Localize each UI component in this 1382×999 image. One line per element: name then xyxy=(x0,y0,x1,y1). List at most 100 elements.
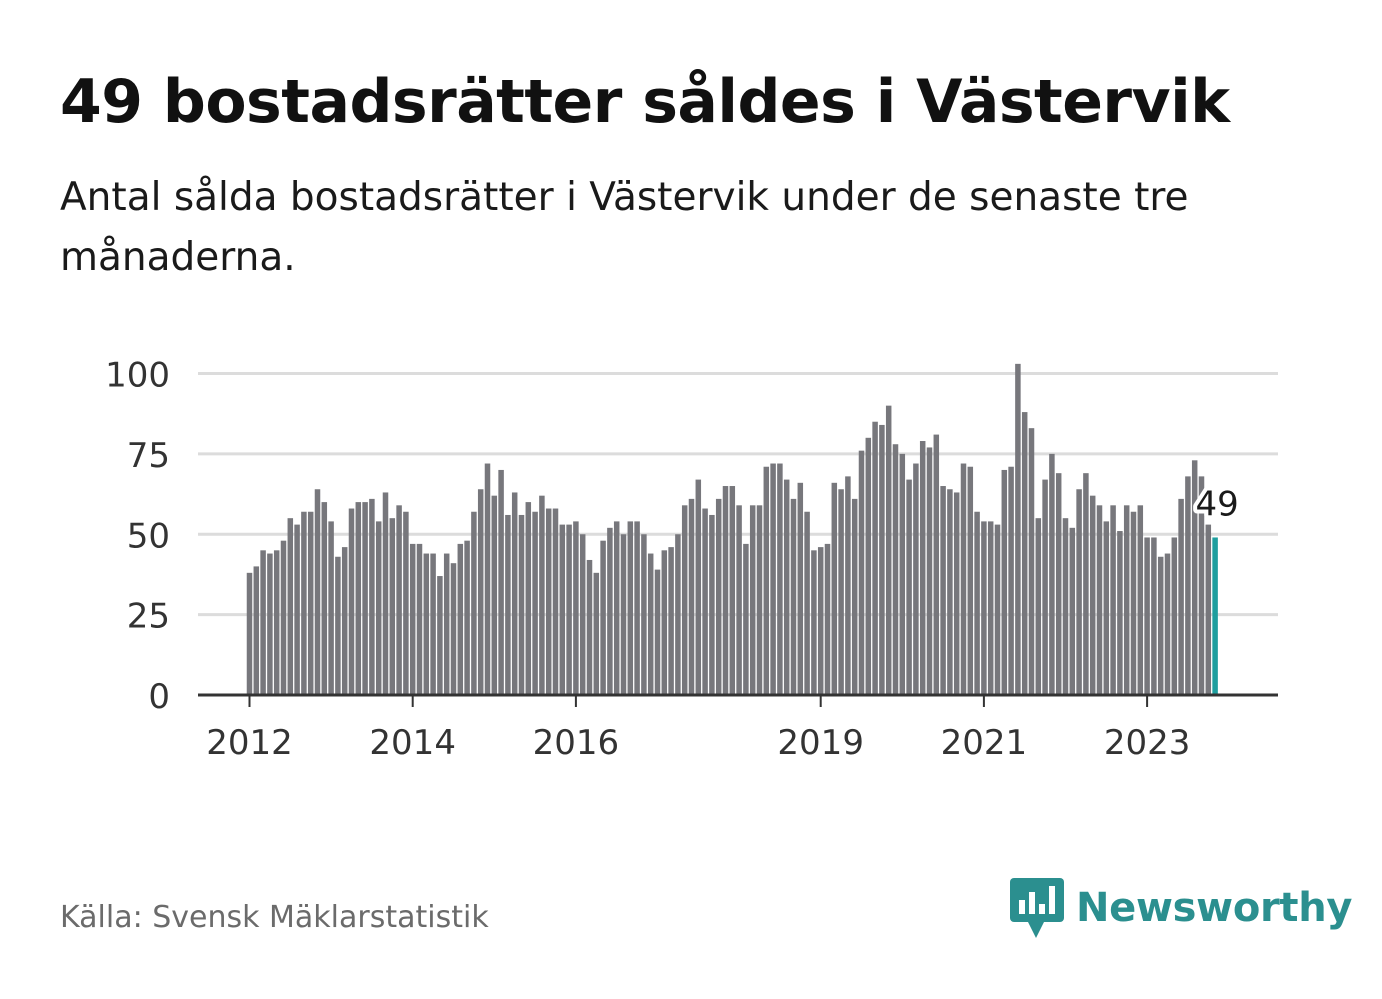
bar xyxy=(369,498,375,695)
bar xyxy=(1185,476,1191,695)
bar xyxy=(273,550,280,695)
bar xyxy=(620,534,627,695)
x-tick-label: 2021 xyxy=(941,723,1028,763)
bar xyxy=(355,502,362,695)
x-tick-label: 2023 xyxy=(1104,723,1191,763)
bar xyxy=(423,553,430,695)
bar xyxy=(525,502,532,695)
bar xyxy=(443,553,450,695)
bar xyxy=(267,553,273,695)
bar xyxy=(280,540,287,695)
bar xyxy=(348,508,355,695)
bar xyxy=(1035,518,1042,695)
bar xyxy=(471,511,477,695)
bar xyxy=(566,524,572,695)
bar xyxy=(967,466,974,695)
bar xyxy=(1042,479,1048,695)
bar xyxy=(702,508,708,695)
bar xyxy=(260,550,266,695)
bar xyxy=(804,511,810,695)
bar xyxy=(797,482,804,695)
bar xyxy=(709,514,715,695)
source-note: Källa: Svensk Mäklarstatistik xyxy=(60,900,489,935)
x-tick-label: 2014 xyxy=(369,723,456,763)
bar xyxy=(375,521,382,695)
bar xyxy=(627,521,634,695)
chart-title: 49 bostadsrätter såldes i Västervik xyxy=(60,67,1230,137)
bar xyxy=(1137,505,1144,695)
bar xyxy=(532,511,538,695)
bar xyxy=(960,463,967,695)
x-tick-label: 2016 xyxy=(533,723,620,763)
bar xyxy=(926,447,933,695)
bar xyxy=(824,543,831,695)
newsworthy-logo-icon xyxy=(1010,878,1064,938)
bar xyxy=(362,502,368,695)
bar xyxy=(559,524,566,695)
bar xyxy=(253,566,260,695)
bar xyxy=(505,514,511,695)
bar xyxy=(1096,505,1103,695)
bar xyxy=(661,550,668,695)
bar xyxy=(1089,495,1096,695)
bar xyxy=(1144,537,1150,695)
bar xyxy=(1103,521,1110,695)
bar xyxy=(1083,473,1089,695)
bar xyxy=(987,521,994,695)
y-tick-label: 100 xyxy=(105,356,170,396)
bar xyxy=(722,486,729,695)
bar xyxy=(1198,476,1205,695)
bar xyxy=(756,505,763,695)
bar xyxy=(593,572,600,695)
latest-value-label: 49 xyxy=(1195,484,1238,524)
bar xyxy=(899,453,906,695)
bar xyxy=(389,518,396,695)
bar xyxy=(743,543,749,695)
bar xyxy=(341,547,348,695)
bar xyxy=(981,521,987,695)
bar xyxy=(729,486,736,695)
y-tick-label: 25 xyxy=(127,597,170,637)
bar xyxy=(328,521,334,695)
annotations: 49 xyxy=(1191,480,1242,528)
bar xyxy=(613,521,620,695)
bar xyxy=(879,424,885,695)
bar xyxy=(947,489,953,695)
bar xyxy=(437,576,443,695)
bar xyxy=(477,489,484,695)
bar xyxy=(858,450,865,695)
bar xyxy=(552,508,559,695)
y-tick-label: 75 xyxy=(127,436,170,476)
bar xyxy=(1157,556,1164,695)
bar xyxy=(416,543,423,695)
bar xyxy=(940,486,946,695)
bar xyxy=(307,511,314,695)
bar xyxy=(953,492,960,695)
bar xyxy=(1049,453,1055,695)
bar xyxy=(675,534,681,695)
bar xyxy=(321,502,328,695)
bar xyxy=(464,540,470,695)
bar xyxy=(1178,498,1184,695)
bar xyxy=(600,540,606,695)
y-axis-ticks: 0 25 50 75 100 xyxy=(105,356,170,718)
bar xyxy=(668,547,674,695)
bar xyxy=(287,518,294,695)
bar xyxy=(783,479,790,695)
bar xyxy=(491,495,498,695)
bar xyxy=(1151,537,1157,695)
bar xyxy=(518,514,525,695)
bar xyxy=(641,534,647,695)
bar xyxy=(715,498,722,695)
bar xyxy=(294,524,300,695)
bar xyxy=(403,511,409,695)
bar xyxy=(607,527,613,695)
bar xyxy=(845,476,851,695)
bar xyxy=(430,553,436,695)
bar xyxy=(1191,460,1198,695)
bar xyxy=(838,489,844,695)
x-axis-ticks: 2012 2014 2016 2019 2021 2023 xyxy=(206,695,1190,763)
bar xyxy=(1008,466,1014,695)
bar-latest xyxy=(1212,537,1218,695)
bar xyxy=(1171,537,1178,695)
